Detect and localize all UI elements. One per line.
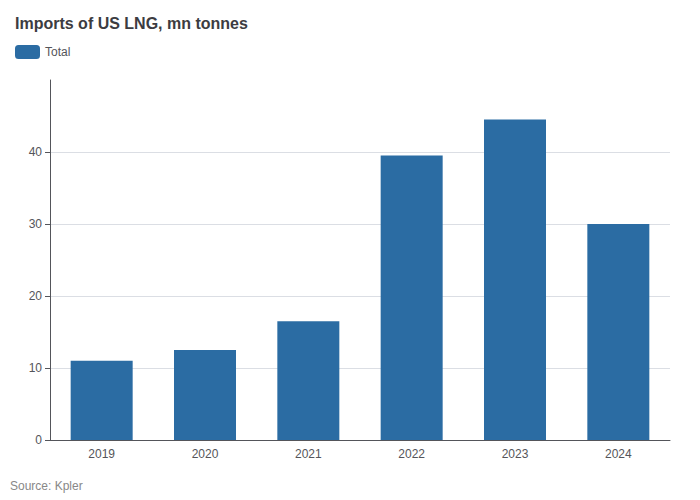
svg-text:20: 20	[29, 289, 43, 303]
svg-text:30: 30	[29, 217, 43, 231]
svg-text:2024: 2024	[605, 447, 632, 461]
svg-text:2021: 2021	[295, 447, 322, 461]
svg-text:2023: 2023	[502, 447, 529, 461]
svg-text:2020: 2020	[192, 447, 219, 461]
svg-text:0: 0	[35, 433, 42, 447]
svg-text:40: 40	[29, 145, 43, 159]
svg-text:Source: Kpler: Source: Kpler	[10, 479, 83, 493]
svg-text:Imports of US LNG, mn tonnes: Imports of US LNG, mn tonnes	[15, 15, 248, 32]
svg-text:10: 10	[29, 361, 43, 375]
svg-text:Total: Total	[45, 45, 70, 59]
svg-text:2019: 2019	[88, 447, 115, 461]
svg-text:2022: 2022	[398, 447, 425, 461]
